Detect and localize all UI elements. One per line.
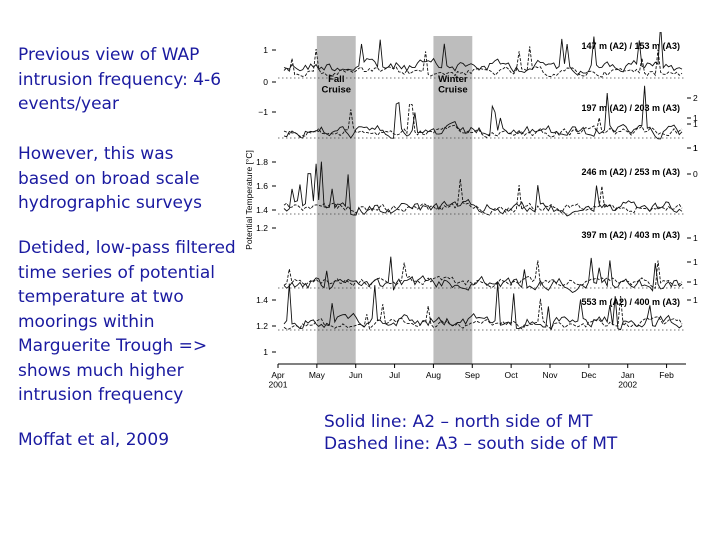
intro-paragraph: Previous view of WAP intrusion frequency… [18,45,222,114]
left-tick-label-4-1: 1.2 [256,321,268,331]
cruise-label-1: Winter Cruise [438,74,468,96]
timeseries-paragraph: Detided, low-pass filtered time series o… [18,238,236,405]
series-a2-line-1 [283,85,683,140]
caption-solid: Solid line: A2 – north side of MT [324,412,593,432]
series-a3-line-1 [283,103,683,138]
x-tick-label-1: May [309,370,326,380]
depth-label-4: 553 m (A2) / 400 m (A3) [581,297,680,307]
right-tick-label-4-0: 1.3 [693,295,698,305]
left-tick-label-4-0: 1.4 [256,295,268,305]
x-tick-label-6: Oct [505,370,519,380]
x-tick-label-10: Feb [659,370,674,380]
x-tick-label-8: Dec [581,370,597,380]
x-tick-label-3: Jul [389,370,400,380]
y-axis-label: Potential Temperature [°C] [244,150,254,250]
depth-label-1: 197 m (A2) / 203 m (A3) [581,103,680,113]
right-tick-label-3-0: 1.5 [693,233,698,243]
temperature-timeseries-figure: Fall Cruise Winter Cruise Apr 2001 May Jun Jul Au… [244,32,698,390]
depth-label-3: 397 m (A2) / 403 m (A3) [581,230,680,240]
left-tick-label-0-1: 0 [263,77,268,87]
cruise-shade-1 [433,36,473,364]
series-a3-line-3 [283,260,683,289]
left-tick-label-2-1: 1.6 [256,181,268,191]
right-tick-label-1-1: 1 [693,143,698,153]
left-tick-label-2-0: 1.8 [256,157,268,167]
right-tick-label-0-0: 2 [693,93,698,103]
x-tick-label-5: Sep [465,370,480,380]
caption-dashed: Dashed line: A3 – south side of MT [324,434,618,454]
series-a2-line-4 [283,282,683,331]
citation: Moffat et al, 2009 [18,430,170,450]
cruise-label-0: Fall Cruise [321,74,351,96]
depth-label-0: 147 m (A2) / 153 m (A3) [581,41,680,51]
series-a3-line-2 [283,178,683,216]
series-a3-line-0 [283,46,683,78]
series-a2-line-0 [283,32,683,76]
series-a2-line-3 [283,256,683,294]
line-style-caption: Solid line: A2 – north side of MT Dashed… [324,411,714,455]
series-a3-line-4 [283,296,683,330]
right-tick-label-0-2: 1 [693,143,698,153]
left-tick-label-4-2: 1 [263,347,268,357]
survey-paragraph: However, this was based on broad scale h… [18,144,202,213]
x-tick-label-2: Jun [349,370,363,380]
depth-label-2: 246 m (A2) / 253 m (A3) [581,167,680,177]
series-a2-line-2 [283,161,683,217]
x-tick-label-7: Nov [542,370,558,380]
left-tick-label-2-2: 1.4 [256,205,268,215]
left-tick-label-2-3: 1.2 [256,223,268,233]
right-tick-label-3-2: 1.4 [693,277,698,287]
left-tick-label-0-0: 1 [263,45,268,55]
right-tick-label-0-1: 1.5 [693,113,698,123]
x-tick-label-9: Jan 2002 [618,370,637,390]
right-tick-label-1-2: 0.5 [693,169,698,179]
right-tick-label-1-0: 1.5 [693,119,698,129]
right-tick-label-3-1: 1.5 [693,257,698,267]
x-tick-label-4: Aug [426,370,441,380]
x-tick-label-0: Apr 2001 [269,370,288,390]
left-tick-label-0-2: −1 [258,107,268,117]
